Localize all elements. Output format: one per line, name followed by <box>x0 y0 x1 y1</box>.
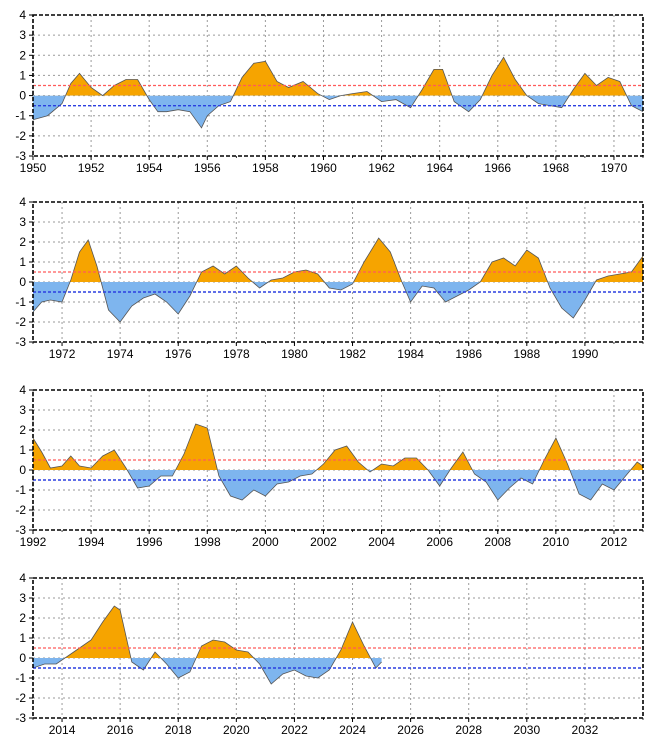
x-tick-label: 2020 <box>223 723 250 737</box>
y-tick-label: 2 <box>19 611 26 625</box>
y-tick-label: 3 <box>19 591 26 605</box>
warm-area <box>33 424 643 470</box>
x-tick-label: 1966 <box>484 161 511 175</box>
x-tick-label: 1980 <box>281 347 308 361</box>
panel-2: -3 -2 -1 0 1 2 3 4 1972 1974 1976 1978 1980 1982 1984 1… <box>15 195 644 361</box>
x-tick-label: 2032 <box>572 723 599 737</box>
y-tick-label: 4 <box>19 571 26 585</box>
x-tick-label: 1952 <box>78 161 105 175</box>
y-tick-label: 3 <box>19 215 26 229</box>
cool-area <box>33 95 643 128</box>
y-tick-label: 4 <box>19 195 26 209</box>
y-tick-label: 4 <box>19 383 26 397</box>
y-tick-label: 3 <box>19 28 26 42</box>
index-line <box>32 237 644 323</box>
plot-frame <box>32 577 644 719</box>
x-tick-label: 2002 <box>310 535 337 549</box>
panel-3: -3 -2 -1 0 1 2 3 4 1992 1994 1996 1998 2000 2002 2004 2… <box>15 383 644 549</box>
x-tick-label: 2022 <box>281 723 308 737</box>
y-tick-label: -3 <box>15 335 26 349</box>
x-tick-label: 1976 <box>165 347 192 361</box>
y-tick-label: -1 <box>15 671 26 685</box>
cool-area <box>33 658 382 684</box>
x-tick-label: 1984 <box>397 347 424 361</box>
x-tick-label: 2016 <box>107 723 134 737</box>
x-tick-label: 1992 <box>20 535 47 549</box>
y-tick-label: -3 <box>15 149 26 163</box>
x-tick-label: 2018 <box>165 723 192 737</box>
y-tick-label: 3 <box>19 403 26 417</box>
panel-4: -3 -2 -1 0 1 2 3 4 2014 2016 2018 2020 2022 2024 2026 2… <box>15 571 644 737</box>
plot-frame <box>32 389 644 531</box>
plot-frame <box>32 14 644 157</box>
warm-area <box>33 238 643 282</box>
x-tick-label: 1996 <box>136 535 163 549</box>
y-tick-label: -1 <box>15 295 26 309</box>
y-tick-label: 0 <box>19 275 26 289</box>
x-tick-label: 2010 <box>543 535 570 549</box>
x-tick-label: 2008 <box>484 535 511 549</box>
y-tick-label: -2 <box>15 503 26 517</box>
x-tick-label: 1950 <box>20 161 47 175</box>
y-tick-label: 2 <box>19 235 26 249</box>
y-tick-label: -1 <box>15 109 26 123</box>
x-tick-label: 1958 <box>252 161 279 175</box>
x-tick-label: 1970 <box>601 161 628 175</box>
x-tick-label: 2024 <box>339 723 366 737</box>
y-tick-label: 0 <box>19 463 26 477</box>
y-tick-label: -3 <box>15 523 26 537</box>
plot-frame <box>32 201 644 343</box>
y-tick-label: -2 <box>15 129 26 143</box>
y-tick-label: 1 <box>19 68 26 82</box>
x-tick-label: 2026 <box>397 723 424 737</box>
cool-area <box>33 282 643 322</box>
index-line <box>32 605 382 685</box>
x-tick-label: 1978 <box>223 347 250 361</box>
y-tick-label: -2 <box>15 691 26 705</box>
x-tick-label: 2030 <box>513 723 540 737</box>
x-tick-label: 1964 <box>426 161 453 175</box>
x-tick-label: 1998 <box>194 535 221 549</box>
x-tick-label: 1990 <box>572 347 599 361</box>
x-tick-label: 1982 <box>339 347 366 361</box>
y-tick-label: 0 <box>19 89 26 103</box>
x-tick-label: 1988 <box>513 347 540 361</box>
y-tick-label: 1 <box>19 631 26 645</box>
x-tick-label: 1954 <box>136 161 163 175</box>
x-tick-label: 2000 <box>252 535 279 549</box>
x-tick-label: 1972 <box>49 347 76 361</box>
x-tick-label: 2006 <box>426 535 453 549</box>
y-tick-label: 2 <box>19 423 26 437</box>
panel-1: -3 -2 -1 0 1 2 3 4 1950 1952 1954 1956 1958 1960 1962 1… <box>15 8 644 175</box>
y-tick-label: -2 <box>15 315 26 329</box>
y-tick-label: 2 <box>19 48 26 62</box>
x-tick-label: 2004 <box>368 535 395 549</box>
y-tick-label: -1 <box>15 483 26 497</box>
y-tick-label: 0 <box>19 651 26 665</box>
y-tick-label: 1 <box>19 443 26 457</box>
x-tick-label: 1960 <box>310 161 337 175</box>
warm-area <box>65 57 627 96</box>
x-tick-label: 2028 <box>455 723 482 737</box>
y-tick-label: 4 <box>19 8 26 22</box>
cool-area <box>33 470 643 500</box>
x-tick-label: 1962 <box>368 161 395 175</box>
y-tick-label: -3 <box>15 711 26 725</box>
x-tick-label: 2012 <box>601 535 628 549</box>
x-tick-label: 1986 <box>455 347 482 361</box>
x-tick-label: 1968 <box>543 161 570 175</box>
x-tick-label: 1956 <box>194 161 221 175</box>
y-tick-label: 1 <box>19 255 26 269</box>
x-tick-label: 1974 <box>107 347 134 361</box>
x-tick-label: 1994 <box>78 535 105 549</box>
warm-area <box>33 606 382 658</box>
x-tick-label: 2014 <box>49 723 76 737</box>
index-line <box>32 56 644 129</box>
